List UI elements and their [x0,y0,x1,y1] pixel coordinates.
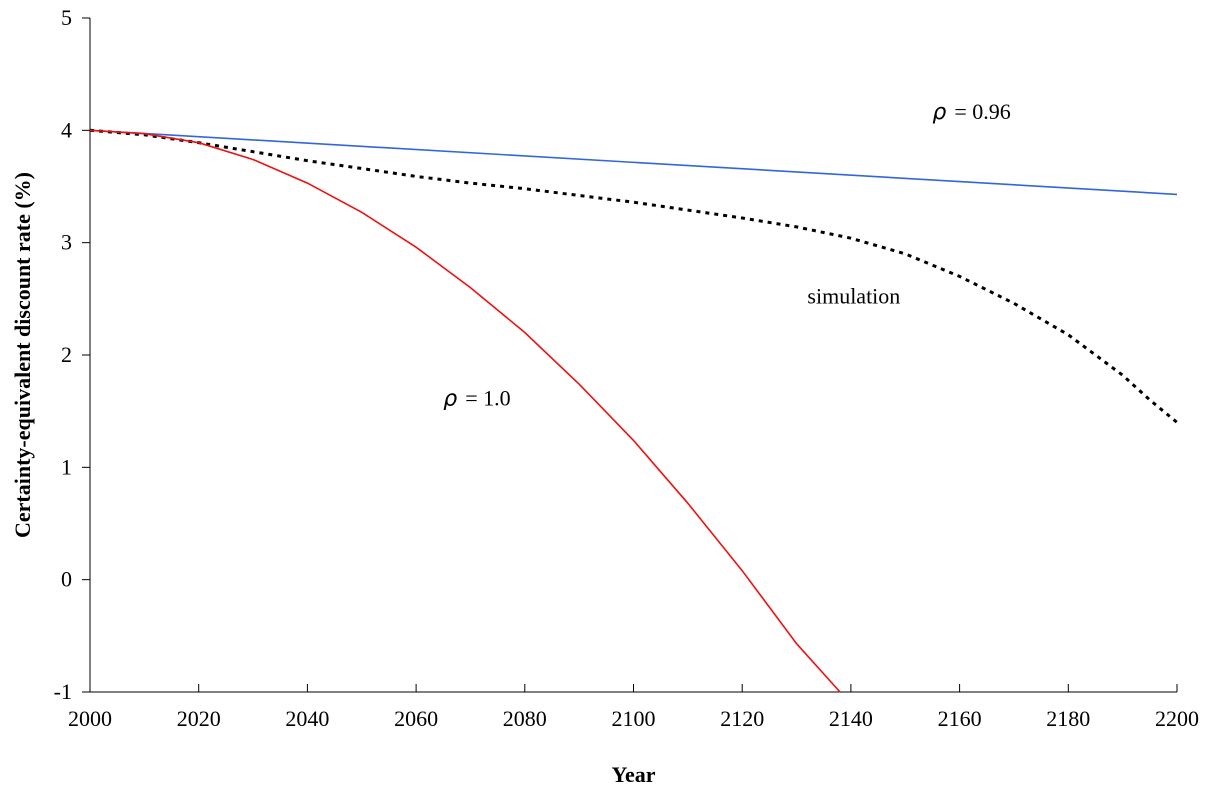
y-tick-label: 1 [61,454,72,479]
axis-ticks: -1 0 1 2 3 4 5 2000 2020 2040 2060 2080 2100 2120 2140… [54,5,1199,731]
y-tick-label: 2 [61,342,72,367]
annotation-value: = 0.96 [954,99,1010,124]
x-tick-label: 2000 [68,706,112,731]
annotation-0: ρ = 0.96 [932,99,1010,125]
rho-symbol: ρ [443,387,457,412]
series-line-rho10 [89,129,841,693]
x-tick-label: 2140 [829,706,873,731]
x-tick-label: 2060 [394,706,438,731]
annotation-value: = 1.0 [465,386,510,411]
annotation-2: ρ = 1.0 [443,386,510,412]
x-tick-label: 2200 [1155,706,1199,731]
x-tick-label: 2040 [285,706,329,731]
y-tick-label: 4 [61,117,72,142]
series-group [89,128,1178,693]
y-tick-label: 3 [61,230,72,255]
x-tick-label: 2080 [503,706,547,731]
annotation-1: simulation [807,283,900,308]
x-tick-label: 2120 [720,706,764,731]
y-tick-label: 5 [61,5,72,30]
x-tick-label: 2100 [612,706,656,731]
series-line-simulation [89,128,1178,424]
annotations-group: ρ = 0.96 simulation ρ = 1.0 [443,99,1011,411]
x-axis-title: Year [612,762,656,787]
rho-symbol: ρ [932,100,946,125]
series-line-rho096 [89,129,1178,196]
x-tick-label: 2020 [177,706,221,731]
x-tick-label: 2160 [938,706,982,731]
y-axis-title: Certainty-equivalent discount rate (%) [10,172,35,538]
x-tick-label: 2180 [1046,706,1090,731]
y-tick-label: 0 [61,567,72,592]
y-tick-label: -1 [54,679,72,704]
